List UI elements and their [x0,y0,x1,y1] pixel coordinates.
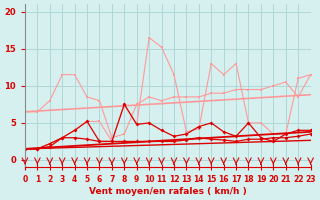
X-axis label: Vent moyen/en rafales ( km/h ): Vent moyen/en rafales ( km/h ) [89,187,247,196]
